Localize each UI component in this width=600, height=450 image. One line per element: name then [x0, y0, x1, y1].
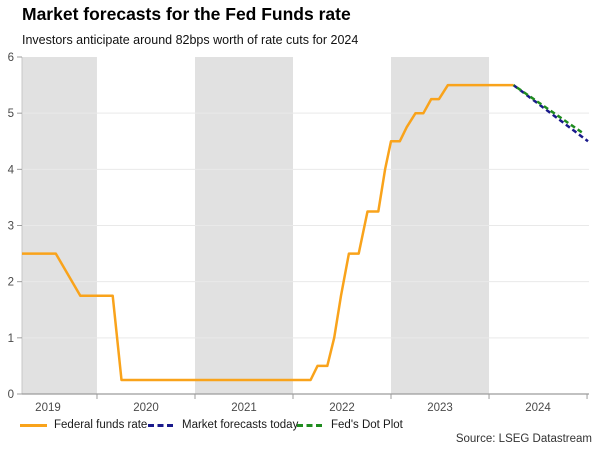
- y-tick-label: 5: [8, 108, 14, 120]
- x-tick-label: 2019: [35, 402, 61, 414]
- legend-label: Fed's Dot Plot: [331, 419, 403, 431]
- legend-item-federal-funds-rate: Federal funds rate: [20, 417, 147, 433]
- series-line-1: [512, 84, 589, 143]
- y-tick-label: 3: [8, 221, 14, 233]
- series-line-2: [512, 84, 585, 135]
- legend-item-market-forecasts-today: Market forecasts today: [148, 417, 298, 433]
- y-tick-label: 4: [8, 164, 15, 176]
- chart-title: Market forecasts for the Fed Funds rate: [22, 4, 351, 24]
- x-tick-label: 2024: [525, 402, 551, 414]
- chart-subtitle: Investors anticipate around 82bps worth …: [22, 33, 359, 47]
- y-tick-label: 2: [8, 277, 14, 289]
- source-note: Source: LSEG Datastream: [455, 433, 592, 445]
- federal-funds-rate-line-swatch: [20, 423, 47, 427]
- series-line-0: [22, 83, 514, 382]
- legend: Federal funds rate Market forecasts toda…: [0, 417, 600, 433]
- x-tick-label: 2021: [231, 402, 257, 414]
- market-forecasts-dashed-swatch: [148, 423, 175, 427]
- x-tick-label: 2023: [427, 402, 453, 414]
- x-tick-label: 2022: [329, 402, 355, 414]
- dot-plot-dashed-swatch: [297, 423, 324, 427]
- legend-item-feds-dot-plot: Fed's Dot Plot: [297, 417, 403, 433]
- legend-label: Federal funds rate: [54, 419, 148, 431]
- x-tick-label: 2020: [133, 402, 159, 414]
- y-tick-label: 1: [8, 333, 14, 345]
- y-tick-label: 0: [8, 389, 14, 401]
- y-tick-label: 6: [8, 52, 14, 64]
- legend-label: Market forecasts today: [182, 419, 299, 431]
